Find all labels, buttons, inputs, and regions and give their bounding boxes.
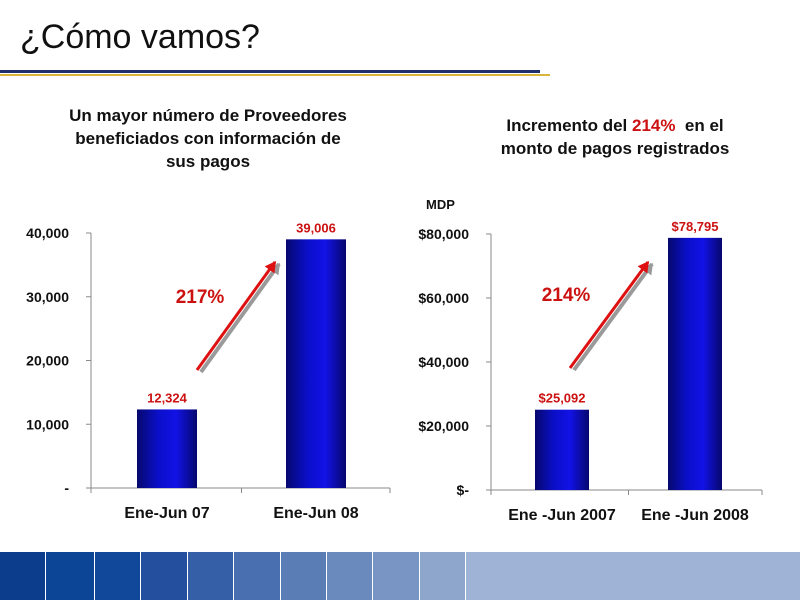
left-growth-annotation: 217% [176,287,225,308]
left-chart-title-line: beneficiados con información de [75,129,341,148]
right-chart-title-line: monto de pagos registrados [500,139,730,158]
footer-block [419,552,467,600]
left-growth-arrow-shadow [199,262,281,374]
right-growth-arrow-shadow [572,262,654,372]
left-chart-title: Un mayor número de Proveedores beneficia… [28,104,388,173]
right-growth-arrow [568,261,650,369]
left-growth-arrow-head [264,261,276,274]
right-bar [668,237,722,490]
right-title-suffix: en el [675,116,724,135]
footer-block [280,552,327,600]
title-underline-gold [0,74,550,76]
left-chart-title-line: sus pagos [165,152,251,171]
left-y-tick-label: 20,000 [26,353,69,369]
left-chart-title-line: Un mayor número de Proveedores [69,106,347,125]
title-underline-navy [0,70,540,73]
right-growth-arrow-head [637,261,649,274]
left-category-label: Ene-Jun 08 [273,505,358,522]
footer-block [141,552,188,600]
left-growth-arrow [195,261,277,371]
slide-title: ¿Cómo vamos? [20,18,260,56]
right-y-tick-label: $80,000 [418,226,469,242]
footer-block [94,552,142,600]
right-y-tick-label: $60,000 [418,290,469,306]
left-y-tick-label: 30,000 [26,289,69,305]
left-bar-value-label: 39,006 [296,220,336,235]
footer-block [326,552,374,600]
left-bar-value-label: 12,324 [147,390,188,405]
right-title-prefix: Incremento del [506,116,632,135]
left-y-tick-label: 10,000 [26,416,69,432]
left-bar [286,239,346,488]
right-category-label: Ene -Jun 2008 [641,507,749,524]
footer-block [373,552,420,600]
right-y-tick-label: $- [457,482,470,498]
right-bar-value-label: $25,092 [539,391,586,406]
right-chart-title: Incremento del 214% en el monto de pagos… [455,114,775,160]
footer-block [0,552,47,600]
right-title-highlight: 214% [631,116,676,135]
footer-block [466,552,800,600]
footer-block [46,552,95,600]
left-y-tick-label: - [64,480,69,496]
right-y-tick-label: $20,000 [418,418,469,434]
right-category-label: Ene -Jun 2007 [508,507,616,524]
footer-block [187,552,235,600]
left-y-tick-label: 40,000 [26,225,69,241]
right-chart-title-line: Incremento del 214% en el [455,114,775,137]
right-chart-unit-label: MDP [426,197,455,212]
right-bar [535,409,589,490]
right-bar-value-label: $78,795 [672,219,719,234]
right-y-tick-label: $40,000 [418,354,469,370]
left-bar [137,409,197,488]
left-category-label: Ene-Jun 07 [124,505,209,522]
footer-block [234,552,281,600]
right-growth-annotation: 214% [542,285,591,306]
footer-band [0,552,800,600]
